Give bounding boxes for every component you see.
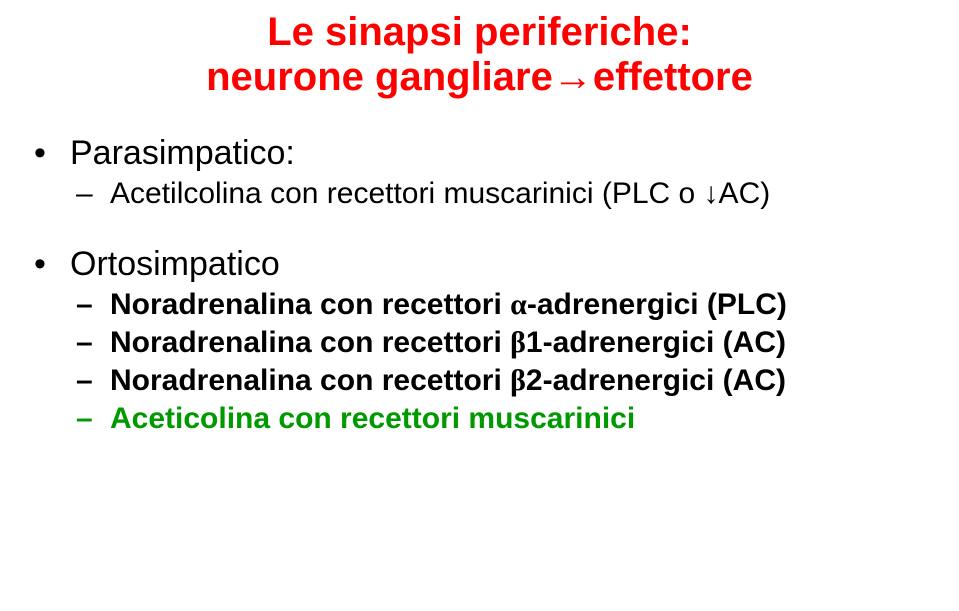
text-segment: 2-adrenergici (AC) xyxy=(526,364,786,397)
text-segment: Noradrenalina con recettori xyxy=(110,288,510,321)
slide-title: Le sinapsi periferiche: neurone gangliar… xyxy=(70,10,929,100)
section-heading: Ortosimpatico xyxy=(70,245,929,284)
list-item: Noradrenalina con recettori β1-adrenergi… xyxy=(110,326,929,360)
text-segment: Noradrenalina con recettori xyxy=(110,364,510,397)
slide: Le sinapsi periferiche: neurone gangliar… xyxy=(0,0,959,611)
list-item: Noradrenalina con recettori α-adrenergic… xyxy=(110,288,929,322)
text-segment: -adrenergici (PLC) xyxy=(527,288,787,321)
list-item: Noradrenalina con recettori β2-adrenergi… xyxy=(110,364,929,398)
text-segment: α xyxy=(510,288,527,321)
text-segment: Acetilcolina con recettori muscarinici (… xyxy=(110,177,770,210)
list-item: Acetilcolina con recettori muscarinici (… xyxy=(110,177,929,211)
text-segment: β xyxy=(510,364,526,397)
section-heading: Parasimpatico: xyxy=(70,134,929,173)
text-segment: β xyxy=(510,326,526,359)
text-segment: 1-adrenergici (AC) xyxy=(526,326,786,359)
text-segment: Aceticolina con recettori muscarinici xyxy=(110,402,635,435)
content-body: Parasimpatico: Acetilcolina con recettori… xyxy=(70,134,929,436)
title-line-2: neurone gangliare→effettore xyxy=(70,55,889,100)
title-line-1: Le sinapsi periferiche: xyxy=(70,10,889,55)
text-segment: Noradrenalina con recettori xyxy=(110,326,510,359)
list-item: Aceticolina con recettori muscarinici xyxy=(110,402,929,436)
